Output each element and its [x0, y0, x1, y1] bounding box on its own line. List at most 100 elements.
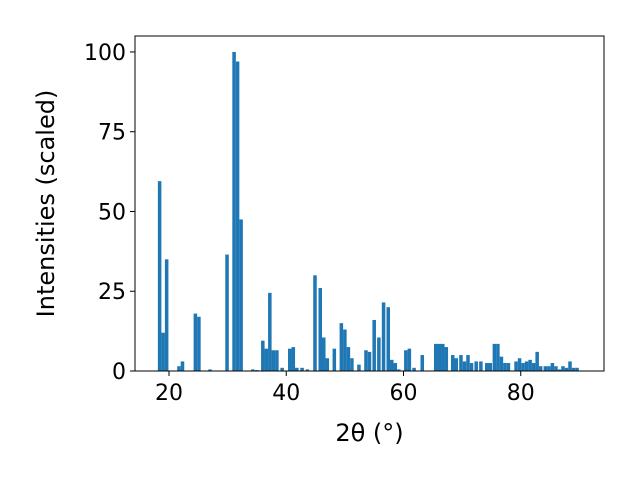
bar: [412, 367, 416, 371]
bar: [268, 292, 272, 371]
x-tick-label: 80: [507, 381, 535, 406]
bar: [332, 348, 337, 371]
bar: [441, 343, 445, 371]
x-tick-label: 60: [390, 381, 418, 406]
bar: [454, 358, 459, 371]
bar: [404, 350, 408, 371]
bar: [318, 288, 323, 371]
bar: [550, 363, 555, 371]
bar: [433, 343, 438, 371]
bar: [381, 302, 386, 371]
bar: [554, 366, 558, 371]
y-tick-label: 25: [98, 280, 126, 305]
bar: [346, 347, 351, 371]
bar: [300, 367, 304, 371]
bar: [450, 355, 455, 371]
bar: [444, 347, 449, 371]
bar: [496, 343, 500, 371]
bar: [390, 359, 394, 371]
bar: [557, 369, 562, 371]
y-tick-label: 50: [98, 200, 126, 225]
bar: [251, 369, 255, 371]
bar: [420, 355, 425, 371]
bars-group: [157, 51, 579, 372]
bar: [386, 307, 391, 371]
bar: [325, 358, 330, 371]
bar: [180, 361, 185, 371]
x-tick-label: 40: [272, 381, 300, 406]
bar: [531, 363, 536, 371]
bar: [322, 337, 326, 371]
bar: [305, 369, 310, 371]
bar: [492, 343, 497, 371]
bar: [164, 259, 169, 371]
bar: [275, 350, 279, 371]
bar: [499, 356, 504, 371]
bar: [232, 51, 236, 371]
y-tick-label: 0: [112, 360, 126, 385]
bar: [568, 361, 572, 371]
bar: [397, 369, 401, 371]
bar: [271, 350, 276, 371]
bar: [372, 319, 376, 371]
bar: [474, 361, 478, 371]
y-tick-label: 75: [98, 121, 126, 146]
bar: [503, 363, 507, 371]
bar: [528, 359, 532, 371]
bar: [295, 367, 299, 371]
x-axis-label: 2θ (°): [335, 419, 403, 447]
bar: [280, 367, 284, 371]
y-tick-label: 100: [84, 41, 126, 66]
bar: [177, 366, 181, 371]
bar: [288, 348, 292, 371]
bar: [364, 350, 368, 371]
bar: [543, 366, 548, 371]
bar: [514, 361, 518, 371]
bar: [239, 219, 243, 371]
bar: [350, 358, 354, 371]
bar: [193, 313, 198, 371]
bar: [393, 363, 398, 371]
bar: [535, 351, 539, 371]
bar: [367, 351, 372, 371]
bar: [469, 363, 474, 371]
bar: [479, 361, 483, 371]
bar: [547, 366, 551, 371]
bar: [264, 348, 269, 371]
bar: [437, 343, 442, 371]
bar: [339, 323, 344, 371]
y-axis-label: Intensities (scaled): [32, 90, 60, 318]
bar: [506, 363, 511, 371]
bar: [157, 181, 162, 371]
bar: [235, 61, 240, 372]
bar: [313, 275, 317, 371]
bar: [488, 363, 493, 371]
bar: [521, 363, 525, 371]
y-axis-ticks: 0 25 50 75 100: [84, 41, 135, 385]
bar: [291, 347, 296, 371]
bar: [484, 363, 489, 371]
bar: [564, 367, 569, 371]
bar: [407, 348, 412, 371]
bar: [161, 332, 165, 371]
bar: [225, 254, 229, 371]
bar: [517, 358, 522, 371]
bar: [524, 361, 529, 371]
bar: [459, 355, 463, 371]
bar: [357, 364, 361, 371]
bar: [571, 367, 576, 371]
bar: [208, 369, 212, 371]
bar: [197, 316, 201, 371]
bar: [261, 340, 265, 371]
plot-frame: [134, 35, 605, 372]
bar: [538, 366, 543, 371]
bar: [343, 329, 347, 371]
bar: [462, 361, 467, 371]
bar: [377, 337, 381, 371]
x-tick-label: 20: [155, 381, 183, 406]
bar: [575, 367, 579, 371]
bar: [561, 366, 565, 371]
x-axis-ticks: 20 40 60 80: [155, 371, 535, 406]
bar: [466, 355, 470, 371]
